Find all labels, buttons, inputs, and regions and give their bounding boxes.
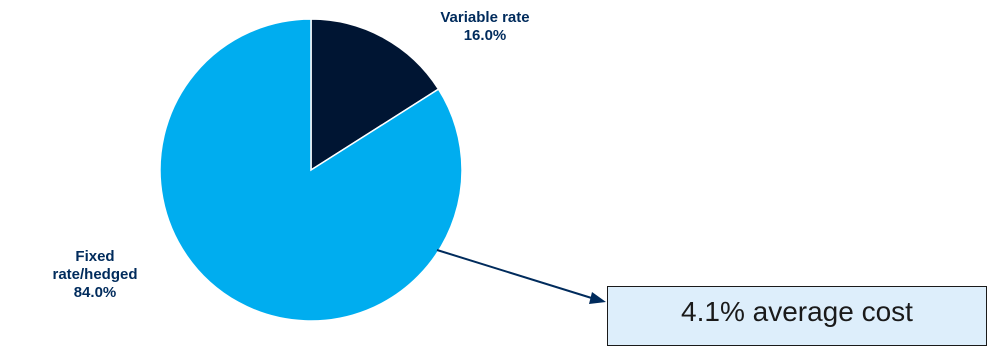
slice-label-variable-rate: Variable rate 16.0% — [400, 9, 570, 45]
pie-slice-fixed-rate-hedged — [159, 18, 463, 322]
pie-chart-svg — [159, 18, 606, 322]
average-cost-callout: 4.1% average cost — [607, 286, 987, 346]
callout-leader-line — [436, 249, 599, 301]
slice-name-fixed-rate-line1: Fixed — [75, 248, 115, 265]
callout-arrowhead — [589, 292, 606, 304]
slice-name-variable-rate: Variable rate — [440, 9, 530, 26]
slice-label-fixed-rate: Fixed rate/hedged 84.0% — [30, 248, 160, 302]
pie-slices — [159, 18, 463, 322]
average-cost-text: 4.1% average cost — [681, 296, 913, 327]
slice-value-variable-rate: 16.0% — [463, 27, 507, 44]
pie-chart: Variable rate 16.0% Fixed rate/hedged 84… — [30, 9, 987, 346]
slice-value-fixed-rate: 84.0% — [73, 284, 117, 301]
slice-name-fixed-rate-line2: rate/hedged — [52, 266, 138, 283]
pie-slice-variable-rate — [310, 18, 440, 172]
